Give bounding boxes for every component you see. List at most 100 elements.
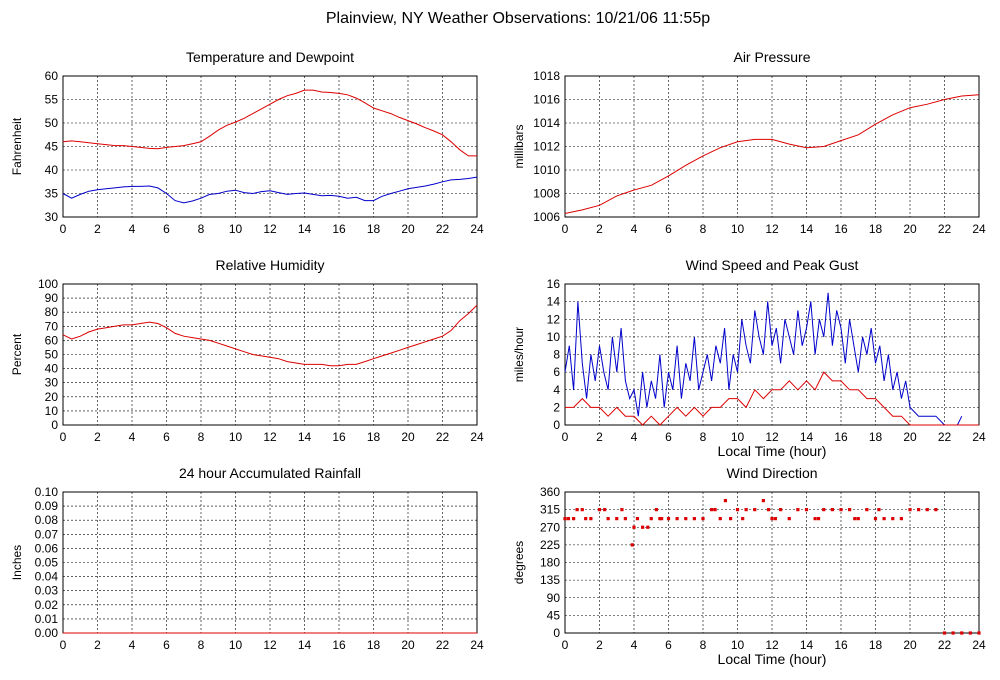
rain-xtick-label: 0 <box>60 638 67 652</box>
rain-ytick-label: 0.10 <box>35 485 59 499</box>
direction-ytick-label: 225 <box>540 538 560 552</box>
direction-xtick-label: 14 <box>800 638 814 652</box>
direction-point <box>951 631 955 635</box>
direction-point <box>589 517 593 521</box>
rain-chart-title: 24 hour Accumulated Rainfall <box>179 465 361 481</box>
direction-point <box>766 508 771 512</box>
direction-point <box>822 508 826 512</box>
rain-ytick-label: 0.04 <box>35 570 59 584</box>
direction-point <box>563 517 567 521</box>
temp-xtick-label: 6 <box>163 222 170 236</box>
direction-point <box>620 508 624 512</box>
direction-point <box>942 631 947 635</box>
direction-point <box>865 508 869 512</box>
temp-xtick-label: 8 <box>198 222 205 236</box>
rain-xtick-label: 18 <box>367 638 381 652</box>
direction-xtick-label: 16 <box>834 638 848 652</box>
direction-point <box>770 517 774 521</box>
humidity-ytick-label: 0 <box>51 418 58 432</box>
wind-xtick-label: 8 <box>700 430 707 444</box>
direction-point <box>882 517 886 521</box>
direction-point <box>925 508 929 512</box>
direction-point <box>830 508 834 512</box>
humidity-xtick-label: 6 <box>163 430 170 444</box>
direction-plot-frame <box>564 491 980 634</box>
humidity-xtick-label: 16 <box>332 430 346 444</box>
pressure-ytick-label: 1016 <box>533 93 560 107</box>
direction-point <box>779 508 783 512</box>
direction-point <box>773 517 778 521</box>
pressure-chart-title: Air Pressure <box>733 49 810 65</box>
direction-point <box>908 508 912 512</box>
humidity-ytick-label: 20 <box>45 390 59 404</box>
temp-ylabel: Fahrenheit <box>10 117 24 175</box>
temp-series-0-line <box>62 89 477 157</box>
direction-chart-title: Wind Direction <box>726 465 817 481</box>
rain-xtick-label: 22 <box>436 638 450 652</box>
temp-xtick-label: 10 <box>229 222 243 236</box>
direction-point <box>853 517 857 521</box>
direction-point <box>658 517 662 521</box>
pressure-ytick-label: 1008 <box>533 187 560 201</box>
rain-chart: 0 2 4 6 8 10 12 14 16 18 20 22 240.000.010.020.030.0… <box>10 465 484 652</box>
wind-xtick-label: 20 <box>903 430 917 444</box>
wind-xtick-label: 6 <box>665 430 672 444</box>
direction-xtick-label: 2 <box>596 638 603 652</box>
wind-ytick-label: 16 <box>547 277 561 291</box>
direction-point <box>603 508 607 512</box>
pressure-ytick-label: 1018 <box>533 69 560 83</box>
rain-xtick-label: 14 <box>298 638 312 652</box>
direction-xtick-label: 20 <box>903 638 917 652</box>
humidity-ytick-label: 80 <box>45 305 59 319</box>
rain-ytick-label: 0.00 <box>35 626 59 640</box>
direction-point <box>804 508 809 512</box>
wind-ytick-label: 6 <box>553 365 560 379</box>
direction-ytick-label: 270 <box>540 520 560 534</box>
pressure-plot-frame <box>564 75 980 218</box>
pressure-xtick-label: 20 <box>903 222 917 236</box>
direction-point <box>710 508 714 512</box>
temp-xtick-label: 24 <box>470 222 484 236</box>
rain-xtick-label: 10 <box>229 638 243 652</box>
humidity-chart: 0 2 4 6 8 10 12 14 16 18 20 22 240102030405060708090… <box>10 257 484 444</box>
direction-point <box>649 517 653 521</box>
direction-point <box>575 508 579 512</box>
direction-point <box>968 631 972 635</box>
wind-xtick-label: 22 <box>938 430 952 444</box>
direction-xtick-label: 0 <box>562 638 569 652</box>
wind-xtick-label: 18 <box>869 430 883 444</box>
direction-point <box>787 517 791 521</box>
direction-ytick-label: 360 <box>540 485 560 499</box>
pressure-xtick-label: 16 <box>834 222 848 236</box>
direction-point <box>641 525 645 529</box>
pressure-chart: 0 2 4 6 8 10 12 14 16 18 20 22 241006100810101012101… <box>512 49 986 236</box>
direction-point <box>729 517 733 521</box>
direction-point <box>848 508 852 512</box>
wind-xtick-label: 16 <box>834 430 848 444</box>
temp-xtick-label: 16 <box>332 222 346 236</box>
temp-xtick-label: 4 <box>129 222 136 236</box>
rain-xtick-label: 4 <box>129 638 136 652</box>
wind-xtick-label: 14 <box>800 430 814 444</box>
rain-xtick-label: 20 <box>401 638 415 652</box>
temp-xtick-label: 14 <box>298 222 312 236</box>
humidity-xtick-label: 2 <box>94 430 101 444</box>
temp-ytick-label: 35 <box>45 187 59 201</box>
direction-point <box>735 508 740 512</box>
humidity-ytick-label: 60 <box>45 333 59 347</box>
temp-xtick-label: 12 <box>263 222 277 236</box>
direction-ytick-label: 90 <box>547 591 561 605</box>
direction-point <box>597 508 602 512</box>
direction-point <box>741 517 745 521</box>
direction-ylabel: degrees <box>512 541 526 584</box>
direction-point <box>701 517 705 521</box>
wind-xtick-label: 12 <box>765 430 779 444</box>
direction-point <box>572 517 576 521</box>
humidity-ytick-label: 90 <box>45 291 59 305</box>
humidity-ytick-label: 30 <box>45 376 59 390</box>
direction-point <box>839 508 843 512</box>
humidity-xtick-label: 18 <box>367 430 381 444</box>
pressure-xtick-label: 24 <box>972 222 986 236</box>
wind-xtick-label: 24 <box>972 430 986 444</box>
